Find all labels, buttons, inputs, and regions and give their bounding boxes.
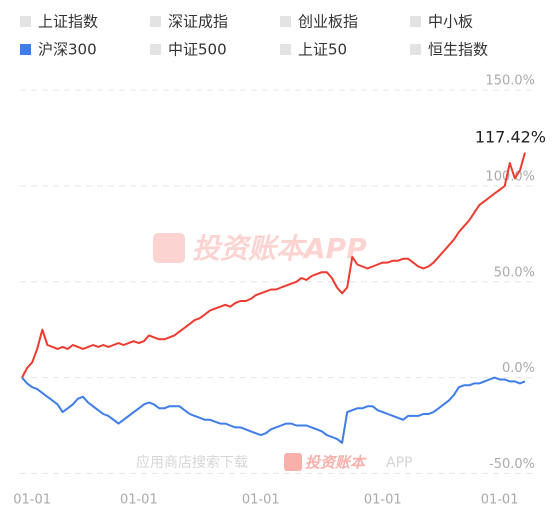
legend-swatch [20,44,31,55]
y-tick-label: 100.0% [485,169,535,184]
legend-label: 深证成指 [168,13,228,31]
watermark-icon [153,233,185,263]
legend-swatch [410,16,421,27]
legend-label: 上证50 [298,41,347,59]
watermark-text: 投资账本APP [192,232,367,265]
x-tick-label: 01-01 [364,493,402,508]
x-tick-label: 01-01 [481,493,519,508]
x-tick-label: 01-01 [120,493,158,508]
series-line [21,152,526,379]
legend-label: 沪深300 [38,41,97,59]
x-tick-label: 01-01 [242,493,280,508]
annotation: 117.42% [475,128,546,147]
hint-brand: 投资账本 [305,454,367,472]
x-tick-label: 01-01 [13,493,51,508]
legend-label: 中小板 [428,13,473,31]
legend-label: 中证500 [168,41,227,59]
y-tick-label: 0.0% [502,361,535,376]
y-tick-label: 50.0% [494,265,535,280]
legend-swatch [20,16,31,27]
watermark: 投资账本APP [153,232,367,265]
legend-label: 恒生指数 [428,41,488,59]
legend-swatch [280,16,291,27]
hint-text: 应用商店搜索下载 [136,454,248,471]
legend-swatch [150,44,161,55]
hint-icon [284,453,302,471]
legend-swatch [150,16,161,27]
y-tick-label: 150.0% [485,74,535,89]
y-tick-label: -50.0% [489,457,535,472]
legend-label: 上证指数 [38,13,98,31]
series-line [21,376,526,444]
watermark-hint: 应用商店搜索下载 投资账本 APP [136,453,412,472]
legend-label: 创业板指 [298,13,358,31]
legend-swatch [410,44,421,55]
hint-app: APP [386,455,412,471]
legend-swatch [280,44,291,55]
